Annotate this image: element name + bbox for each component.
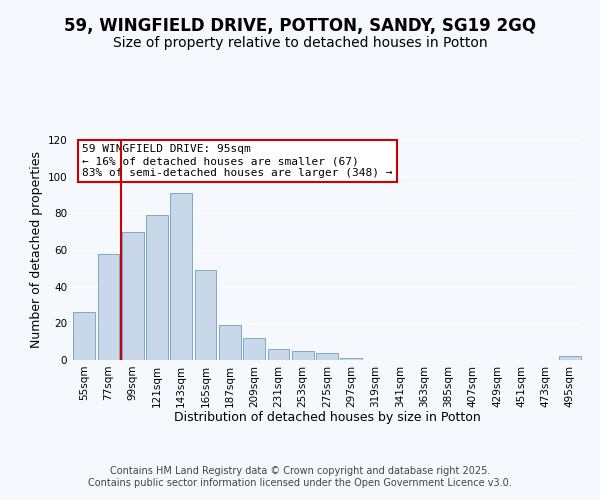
Text: Size of property relative to detached houses in Potton: Size of property relative to detached ho… [113, 36, 487, 50]
Bar [170, 193, 192, 360]
Bar [292, 351, 314, 360]
Bar [219, 325, 241, 360]
X-axis label: Distribution of detached houses by size in Potton: Distribution of detached houses by size … [173, 411, 481, 424]
Bar [316, 352, 338, 360]
Text: Contains HM Land Registry data © Crown copyright and database right 2025.
Contai: Contains HM Land Registry data © Crown c… [88, 466, 512, 487]
Text: 59, WINGFIELD DRIVE, POTTON, SANDY, SG19 2GQ: 59, WINGFIELD DRIVE, POTTON, SANDY, SG19… [64, 18, 536, 36]
Text: 59 WINGFIELD DRIVE: 95sqm
← 16% of detached houses are smaller (67)
83% of semi-: 59 WINGFIELD DRIVE: 95sqm ← 16% of detac… [82, 144, 392, 178]
Bar [268, 349, 289, 360]
Bar [194, 270, 217, 360]
Bar [243, 338, 265, 360]
Bar [73, 312, 95, 360]
Bar [146, 215, 168, 360]
Bar [97, 254, 119, 360]
Bar [340, 358, 362, 360]
Bar [559, 356, 581, 360]
Bar [122, 232, 143, 360]
Y-axis label: Number of detached properties: Number of detached properties [30, 152, 43, 348]
